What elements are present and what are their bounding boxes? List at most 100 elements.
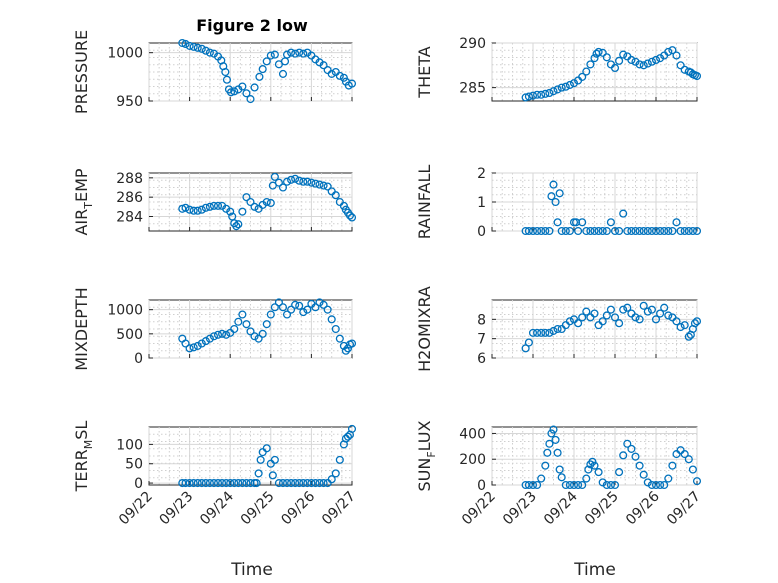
x-tick-label: 09/23 <box>500 489 540 529</box>
data-point <box>189 479 198 488</box>
data-point <box>656 54 665 63</box>
data-point <box>327 69 336 78</box>
data-point <box>205 202 214 211</box>
data-point <box>341 346 350 355</box>
y-tick-label: 286 <box>116 190 143 206</box>
data-point <box>266 310 275 319</box>
data-point <box>590 309 599 318</box>
data-point <box>234 220 243 229</box>
data-point <box>232 222 241 231</box>
data-point <box>574 226 583 236</box>
data-point <box>268 471 277 480</box>
data-point <box>565 480 574 490</box>
data-point <box>635 60 644 69</box>
data-point <box>528 91 538 100</box>
data-point <box>218 479 227 488</box>
data-point <box>692 71 702 81</box>
data-point <box>528 226 538 236</box>
y-tick-label: 0 <box>477 224 486 240</box>
data-point <box>238 310 247 319</box>
data-point <box>258 329 267 338</box>
data-point <box>258 65 267 74</box>
data-point <box>299 479 308 488</box>
data-point <box>221 67 230 77</box>
data-point <box>557 473 566 482</box>
data-point <box>680 321 689 330</box>
x-tick-label: 09/26 <box>623 488 663 528</box>
data-point <box>327 315 336 324</box>
data-point <box>242 89 251 98</box>
data-point <box>602 480 611 490</box>
data-point <box>541 226 550 236</box>
data-point <box>623 303 632 312</box>
data-point <box>545 328 554 337</box>
data-point <box>299 49 308 58</box>
data-point <box>181 203 190 212</box>
x-tick-label: 09/23 <box>157 489 197 529</box>
data-point <box>299 177 308 186</box>
data-point <box>623 226 632 236</box>
data-point <box>319 479 328 488</box>
data-point <box>197 44 206 53</box>
data-point <box>209 332 219 341</box>
data-point <box>684 332 693 341</box>
data-point <box>295 176 304 185</box>
data-point <box>528 480 538 490</box>
data-point <box>250 83 259 92</box>
y-tick-label: 7 <box>477 332 486 348</box>
data-point <box>615 319 624 328</box>
data-point <box>335 455 344 464</box>
y-tick-label: 290 <box>459 36 486 52</box>
data-point <box>256 455 265 464</box>
data-point <box>250 332 259 341</box>
x-tick-label: 09/24 <box>197 488 237 528</box>
data-point <box>619 305 628 314</box>
data-point <box>311 303 320 312</box>
y-tick-label: 0 <box>134 476 143 492</box>
x-tick-label: 09/26 <box>278 488 318 528</box>
data-point <box>549 326 558 335</box>
data-point <box>569 79 579 88</box>
data-point <box>185 479 194 488</box>
data-point <box>181 479 190 488</box>
data-point <box>274 298 283 307</box>
data-point <box>521 93 530 102</box>
data-point <box>598 317 607 326</box>
data-point <box>282 50 292 59</box>
data-point <box>672 218 681 227</box>
data-point <box>295 479 304 488</box>
data-point <box>660 480 669 490</box>
data-point <box>524 480 533 490</box>
data-point <box>557 226 566 236</box>
data-point <box>331 191 340 200</box>
data-point <box>574 319 583 328</box>
data-point <box>197 339 206 348</box>
data-point <box>692 477 702 486</box>
data-point <box>680 226 689 236</box>
data-point <box>545 226 554 236</box>
data-point <box>647 57 656 66</box>
y-axis-label: SUNFLUX <box>415 420 438 491</box>
y-tick-label: 950 <box>116 94 143 110</box>
data-point <box>226 479 235 488</box>
data-point <box>668 461 677 470</box>
data-point <box>549 87 558 96</box>
data-point <box>201 337 210 346</box>
data-point <box>230 87 239 96</box>
data-point <box>193 43 202 52</box>
data-point <box>664 47 673 56</box>
data-point <box>537 474 546 483</box>
data-point <box>565 317 574 326</box>
figure-title: Figure 2 low <box>196 16 308 35</box>
data-point <box>234 479 243 488</box>
data-point <box>189 206 198 215</box>
data-point <box>555 189 564 198</box>
data-point <box>561 226 570 236</box>
data-point <box>291 49 300 58</box>
data-point <box>339 73 348 82</box>
data-point <box>319 61 328 70</box>
data-point <box>619 209 628 218</box>
data-point <box>545 88 554 98</box>
